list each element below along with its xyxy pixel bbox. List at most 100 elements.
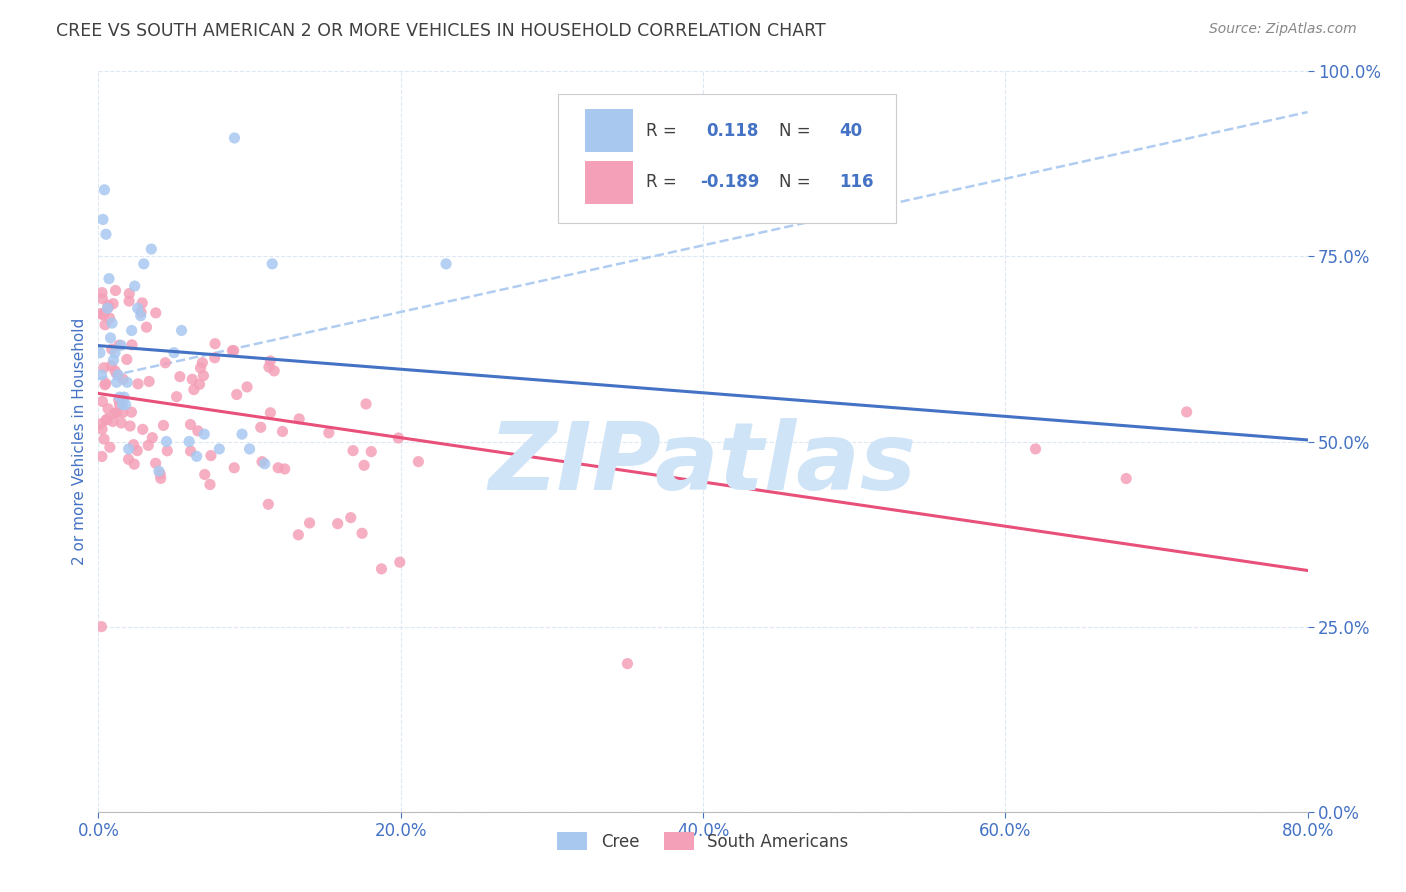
Point (198, 477, 221, 491)
Point (131, 296, 153, 310)
Point (91, 212, 114, 227)
Point (166, 390, 188, 404)
Point (193, 368, 215, 383)
Point (104, 345, 127, 359)
Point (90, 307, 112, 321)
Point (101, 316, 124, 330)
Point (118, 294, 141, 309)
Point (152, 418, 174, 433)
Point (257, 359, 280, 374)
Text: 116: 116 (839, 173, 875, 192)
Point (434, 257, 457, 271)
Point (91, 308, 114, 322)
Point (1175, 405, 1198, 419)
Point (249, 420, 271, 434)
Point (1115, 471, 1137, 485)
Point (156, 443, 179, 458)
Point (135, 320, 157, 334)
Point (318, 425, 340, 440)
Point (1024, 442, 1046, 456)
Point (326, 516, 349, 531)
Point (127, 443, 149, 458)
Point (204, 351, 226, 365)
Point (141, 242, 163, 256)
Point (97, 301, 120, 315)
Text: ZIPatlas: ZIPatlas (489, 417, 917, 509)
Point (352, 526, 374, 541)
Point (129, 309, 152, 323)
Point (187, 424, 209, 438)
Point (155, 434, 177, 449)
Point (145, 306, 167, 320)
Text: 0.118: 0.118 (707, 121, 759, 139)
Point (108, 338, 131, 352)
Point (97, 298, 120, 312)
Point (273, 462, 295, 476)
Point (117, 452, 139, 467)
Point (104, 364, 127, 378)
Point (91, 285, 114, 300)
Text: CREE VS SOUTH AMERICAN 2 OR MORE VEHICLES IN HOUSEHOLD CORRELATION CHART: CREE VS SOUTH AMERICAN 2 OR MORE VEHICLE… (56, 22, 825, 40)
Point (180, 444, 202, 458)
Point (136, 438, 159, 452)
Point (98, 440, 121, 454)
Point (360, 444, 382, 458)
Point (96, 412, 118, 426)
Text: N =: N = (779, 173, 815, 192)
Point (110, 416, 132, 430)
Point (370, 562, 392, 576)
Point (145, 456, 167, 470)
Point (259, 406, 281, 420)
Point (188, 377, 211, 392)
Point (124, 279, 146, 293)
Point (194, 467, 217, 482)
Point (155, 356, 177, 370)
Point (122, 457, 145, 471)
Point (103, 406, 125, 420)
Point (94, 413, 117, 427)
Point (107, 368, 129, 382)
Point (91, 292, 114, 306)
Point (90, 450, 112, 464)
Text: Source: ZipAtlas.com: Source: ZipAtlas.com (1209, 22, 1357, 37)
Point (179, 417, 201, 432)
Point (288, 412, 311, 426)
Point (339, 510, 361, 524)
Point (127, 376, 149, 391)
Point (115, 376, 138, 390)
Text: N =: N = (779, 121, 815, 139)
Point (93, 360, 115, 375)
Point (103, 353, 125, 368)
Point (110, 338, 132, 352)
Point (179, 434, 201, 449)
Point (183, 383, 205, 397)
Point (132, 422, 155, 436)
FancyBboxPatch shape (585, 161, 633, 203)
Point (118, 442, 141, 456)
Point (138, 375, 160, 389)
Y-axis label: 2 or more Vehicles in Household: 2 or more Vehicles in Household (72, 318, 87, 566)
Point (222, 343, 245, 358)
Point (231, 427, 253, 442)
Point (91, 422, 114, 436)
Text: R =: R = (647, 173, 682, 192)
Point (257, 497, 280, 511)
Point (89, 417, 111, 431)
Text: 40: 40 (839, 121, 863, 139)
Point (105, 368, 128, 382)
Point (115, 352, 138, 367)
Point (111, 398, 134, 412)
Point (98, 311, 121, 326)
Point (118, 286, 141, 301)
Point (93, 183, 115, 197)
Point (616, 657, 638, 671)
Point (271, 425, 294, 439)
Point (224, 131, 246, 145)
Point (190, 360, 212, 375)
Point (148, 464, 170, 478)
Point (111, 372, 134, 386)
Point (120, 419, 142, 434)
Point (193, 427, 215, 442)
Point (107, 392, 129, 407)
Point (114, 398, 136, 412)
